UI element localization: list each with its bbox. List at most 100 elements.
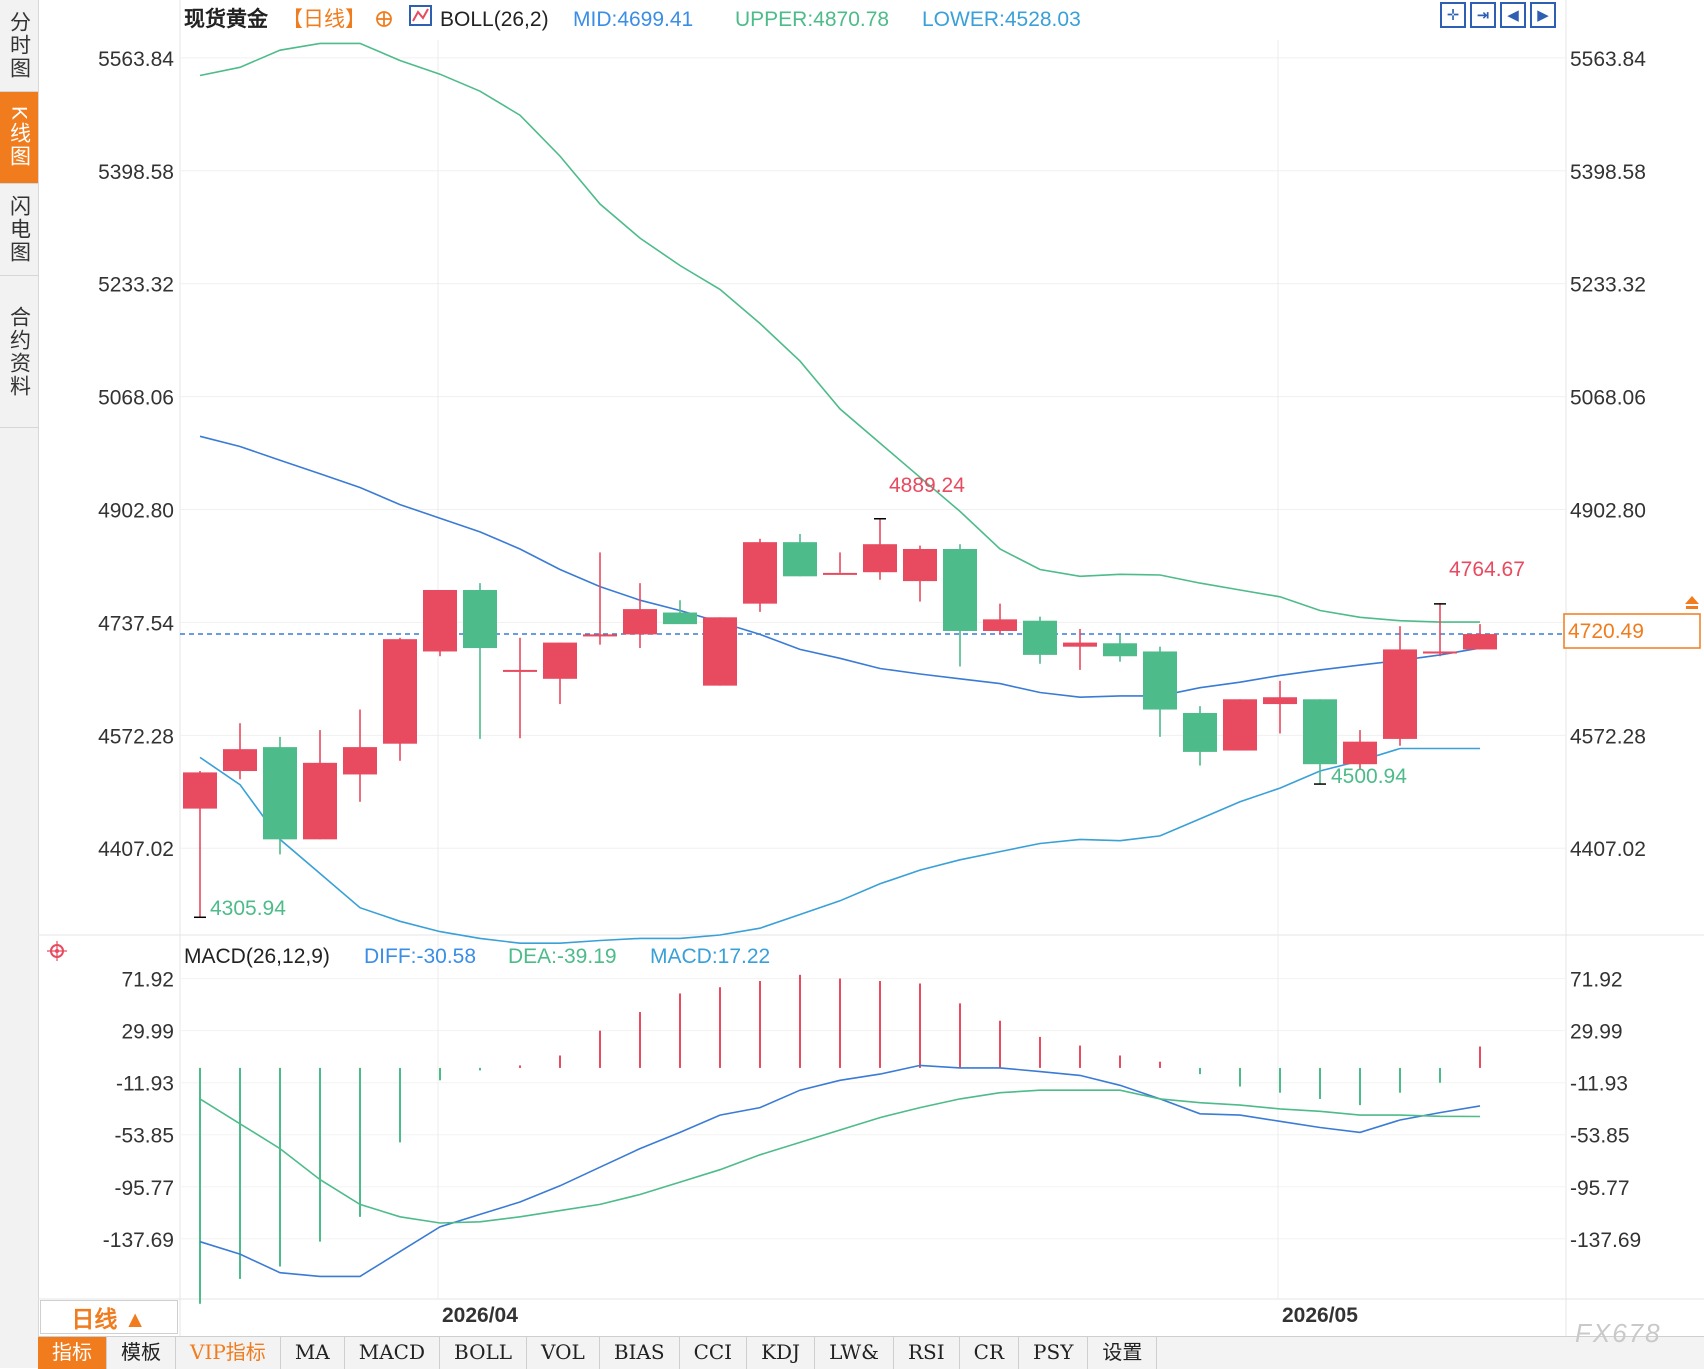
zoom-in-icon: ✛ [1446, 6, 1460, 24]
watermark: FX678 [1575, 1318, 1662, 1348]
candle [303, 730, 337, 840]
period-selector[interactable]: 日线 ▲ [40, 1300, 178, 1334]
macd-ytick-right: 71.92 [1570, 969, 1623, 992]
macd-ytick-left: 29.99 [121, 1021, 174, 1044]
annotation-low: 4305.94 [210, 897, 286, 920]
instrument-name: 现货黄金 [184, 7, 269, 31]
candle [623, 583, 657, 649]
indicator-chart-icon[interactable] [409, 5, 432, 26]
boll-lower-line [199, 747, 1480, 945]
candle-body [223, 749, 257, 772]
zoom-out-button[interactable]: ⇥ [1470, 2, 1496, 28]
kline-ytick-left: 4902.80 [98, 499, 174, 522]
candle [1263, 680, 1297, 734]
chart-area[interactable]: 5563.84 5563.84 5398.58 5398.58 5233.32 5233.… [0, 0, 1704, 1336]
tab-template[interactable]: 模板 [107, 1337, 176, 1369]
time-tick-label: 2026/05 [1282, 1304, 1358, 1327]
kline-ytick-left: 5068.06 [98, 387, 174, 410]
sidebar-tab-kline[interactable]: K线图 [0, 92, 38, 184]
tab-lw[interactable]: LW& [815, 1337, 894, 1369]
candle [1223, 699, 1257, 751]
current-price-tag: 4720.49 [1563, 613, 1701, 649]
kline-ytick-right: 4902.80 [1570, 499, 1646, 522]
kline-ytick-left: 4737.54 [98, 612, 174, 635]
tab-boll[interactable]: BOLL [440, 1337, 528, 1369]
macd-ytick-left: -95.77 [114, 1177, 174, 1200]
macd-ytick-right: -53.85 [1570, 1125, 1630, 1148]
boll-upper-value: UPPER:4870.78 [735, 8, 889, 31]
indicator-tab-bar: 指标 模板 VIP指标 MA MACD BOLL VOL BIAS CCI KD… [38, 1336, 1704, 1369]
candle-body [1063, 642, 1097, 647]
candle [1423, 603, 1457, 657]
macd-ytick-right: -11.93 [1570, 1073, 1628, 1096]
kline-ytick-left: 5398.58 [98, 161, 174, 184]
tab-macd[interactable]: MACD [345, 1337, 440, 1369]
tab-ma[interactable]: MA [281, 1337, 345, 1369]
scroll-left-button[interactable]: ◀ [1500, 2, 1526, 28]
candles [183, 518, 1497, 918]
tab-bias[interactable]: BIAS [600, 1337, 680, 1369]
macd-ytick-right: 29.99 [1570, 1021, 1623, 1044]
candle [1103, 634, 1137, 662]
candle-body [343, 747, 377, 775]
candle-body [1143, 651, 1177, 710]
scroll-left-icon: ◀ [1507, 6, 1519, 24]
zoom-in-button[interactable]: ✛ [1440, 2, 1466, 28]
candle-body [1183, 712, 1217, 752]
candle [1143, 646, 1177, 737]
candle [1023, 616, 1057, 664]
candle-body [423, 589, 457, 652]
tab-indicators[interactable]: 指标 [38, 1337, 107, 1369]
indicator-name: BOLL(26,2) [440, 8, 549, 31]
macd-ytick-left: -53.85 [114, 1125, 174, 1148]
candle [503, 637, 537, 739]
candle-body [503, 669, 537, 672]
time-tick-label: 2026/04 [442, 1304, 518, 1327]
candle [383, 637, 417, 761]
candle-body [583, 634, 617, 637]
candle-body [543, 642, 577, 679]
tab-cci[interactable]: CCI [680, 1337, 748, 1369]
macd-settings-icon[interactable] [47, 941, 67, 961]
kline-ytick-right: 4572.28 [1570, 725, 1646, 748]
tab-settings[interactable]: 设置 [1088, 1337, 1158, 1369]
tab-psy[interactable]: PSY [1019, 1337, 1089, 1369]
sidebar-tab-timeshare[interactable]: 分时图 [0, 0, 38, 92]
settings-gear-icon[interactable] [376, 11, 392, 27]
kline-ytick-right: 5563.84 [1570, 48, 1646, 71]
macd-lines [199, 1064, 1481, 1278]
scroll-right-icon: ▶ [1537, 6, 1549, 24]
sidebar-tab-contract[interactable]: 合约资料 [0, 276, 38, 428]
tab-vip-indicators[interactable]: VIP指标 [176, 1337, 281, 1369]
candle [663, 600, 697, 625]
candle-body [663, 612, 697, 625]
tab-cr[interactable]: CR [960, 1337, 1020, 1369]
macd-diff-line [199, 1064, 1481, 1278]
candle [743, 538, 777, 612]
candle-body [1343, 741, 1377, 765]
macd-hist-value: MACD:17.22 [650, 945, 770, 968]
tab-rsi[interactable]: RSI [894, 1337, 960, 1369]
tab-vol[interactable]: VOL [527, 1337, 600, 1369]
candle-body [903, 548, 937, 582]
boll-lines [199, 42, 1481, 945]
kline-ytick-right: 4407.02 [1570, 838, 1646, 861]
candle [823, 552, 857, 575]
macd-dea-value: DEA:-39.19 [508, 945, 617, 968]
candle [703, 617, 737, 686]
boll-mid-line [199, 435, 1481, 699]
sidebar-tab-flash[interactable]: 闪电图 [0, 184, 38, 276]
candle-body [1303, 699, 1337, 765]
candle [423, 589, 457, 657]
candle-body [783, 542, 817, 577]
macd-ytick-left: -11.93 [116, 1073, 174, 1096]
tab-kdj[interactable]: KDJ [747, 1337, 816, 1369]
candle [1183, 706, 1217, 766]
scroll-right-button[interactable]: ▶ [1530, 2, 1556, 28]
candle [983, 603, 1017, 635]
period-tag: 【日线】 [282, 8, 366, 31]
candle-body [1023, 620, 1057, 655]
kline-ytick-left: 4572.28 [98, 725, 174, 748]
macd-dea-line [199, 1089, 1481, 1224]
candle [463, 583, 497, 739]
